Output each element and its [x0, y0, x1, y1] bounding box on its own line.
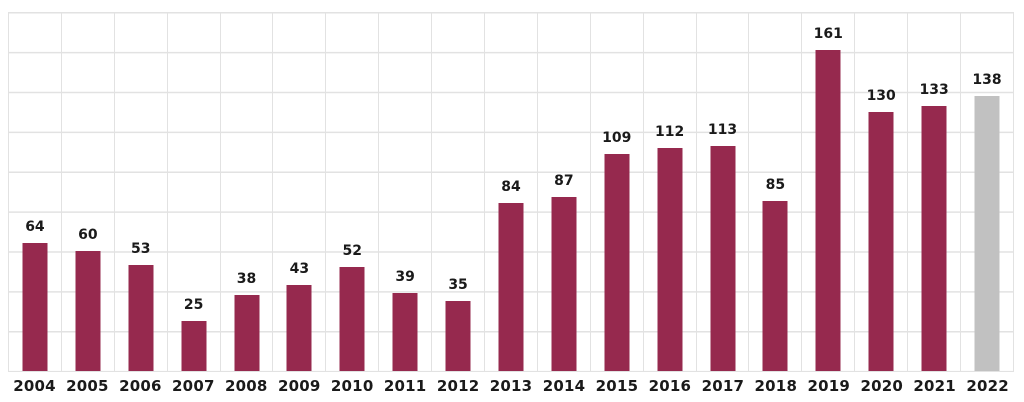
bar-value-label: 43	[289, 261, 310, 278]
bar-2012	[445, 301, 471, 371]
x-axis-label: 2018	[754, 377, 798, 395]
bar-column-2018: 85	[748, 12, 801, 371]
bar-value-label: 113	[707, 121, 738, 138]
x-axis-label: 2010	[330, 377, 374, 395]
bar-column-2004: 64	[8, 12, 61, 371]
bar-column-2009: 43	[272, 12, 325, 371]
x-axis-label: 2008	[225, 377, 268, 395]
x-axis-label: 2014	[542, 377, 586, 395]
bar-value-label: 85	[765, 177, 786, 194]
bar-column-2005: 60	[60, 12, 114, 371]
bar-value-label: 39	[395, 269, 415, 286]
bar-column-2021: 133	[907, 12, 960, 371]
bar-2020	[868, 111, 894, 371]
bar-value-label: 138	[972, 71, 1002, 88]
bar-value-label: 53	[130, 241, 151, 258]
x-axis-label: 2017	[701, 377, 745, 395]
plot-area: 64 60 53 25 38 43 52 39 35 84 87 109 112 113 85 161 130 1…	[8, 12, 1014, 372]
bar-2006	[128, 265, 154, 371]
bar-column-2013: 84	[484, 12, 537, 371]
bar-value-label: 109	[602, 129, 632, 146]
bar-value-label: 84	[501, 179, 521, 196]
bar-value-label: 38	[236, 271, 257, 288]
x-axis: 2004 2005 2006 2007 2008 2009 2010 2011 2012 2013…	[8, 374, 1014, 400]
x-axis-label: 2009	[277, 377, 321, 395]
bar-column-2020: 130	[854, 12, 907, 371]
bar-column-2007: 25	[166, 12, 220, 371]
x-axis-label: 2019	[807, 377, 851, 395]
bar-2016	[657, 147, 683, 371]
x-axis-label: 2005	[66, 377, 109, 395]
x-axis-label: 2013	[489, 377, 533, 395]
x-axis-label: 2015	[595, 377, 639, 395]
bar-value-label: 60	[78, 227, 98, 244]
x-axis-label: 2011	[383, 377, 427, 395]
bar-value-label: 133	[919, 81, 949, 98]
bar-2015	[604, 153, 630, 371]
bar-2004	[22, 243, 48, 371]
bar-2010	[339, 267, 365, 371]
x-axis-label: 2020	[860, 377, 903, 395]
bar-column-2022: 138	[960, 12, 1013, 371]
bar-column-2011: 39	[378, 12, 431, 371]
bar-2007	[181, 321, 207, 371]
bar-value-label: 64	[25, 219, 45, 236]
bar-column-2016: 112	[642, 12, 696, 371]
bar-column-2006: 53	[113, 12, 167, 371]
bar-value-label: 52	[342, 243, 363, 260]
bar-column-2017: 113	[695, 12, 749, 371]
x-axis-label: 2021	[913, 377, 956, 395]
bar-2005	[75, 251, 101, 371]
bar-column-2010: 52	[325, 12, 378, 371]
bar-2014	[551, 197, 577, 371]
bar-2017	[710, 145, 736, 371]
bar-value-label: 161	[813, 25, 843, 42]
x-axis-label: 2012	[436, 377, 480, 395]
bar-2009	[286, 285, 312, 371]
x-axis-label: 2007	[172, 377, 215, 395]
bar-2018	[762, 201, 788, 371]
bar-column-2012: 35	[431, 12, 484, 371]
x-axis-label: 2016	[648, 377, 692, 395]
bar-value-label: 87	[554, 173, 574, 190]
x-axis-label: 2006	[119, 377, 162, 395]
bar-2008	[234, 295, 259, 371]
bar-column-2019: 161	[801, 12, 854, 371]
bar-value-label: 112	[655, 123, 685, 140]
bar-2022	[974, 95, 1000, 371]
x-axis-label: 2022	[966, 377, 1009, 395]
x-axis-label: 2004	[13, 377, 56, 395]
bar-2019	[815, 49, 841, 371]
bar-column-2014: 87	[536, 12, 590, 371]
bar-2011	[392, 293, 418, 371]
bar-value-label: 35	[448, 277, 468, 294]
bar-value-label: 25	[183, 297, 204, 314]
bar-2013	[498, 203, 524, 371]
bar-value-label: 130	[866, 87, 896, 104]
bar-column-2015: 109	[589, 12, 643, 371]
bar-2021	[921, 105, 947, 371]
bar-column-2008: 38	[219, 12, 273, 371]
